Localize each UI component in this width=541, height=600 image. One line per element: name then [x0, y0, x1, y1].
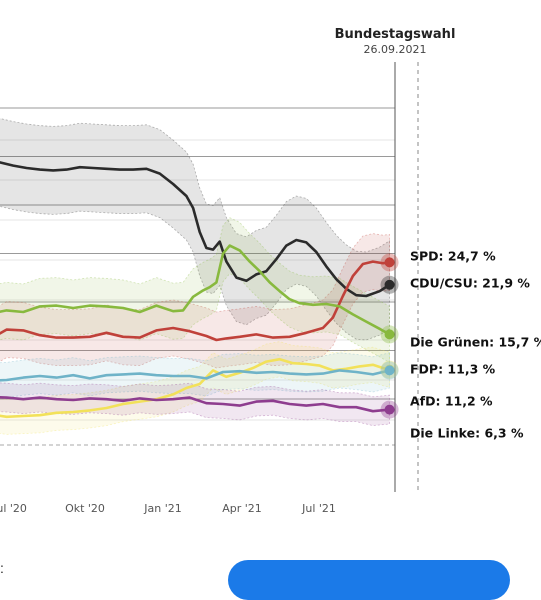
end-marker [384, 404, 395, 415]
end-label: CDU/CSU: 21,9 % [410, 275, 530, 291]
end-marker [384, 329, 395, 340]
end-marker [384, 365, 395, 376]
end-label: FDP: 11,3 % [410, 361, 496, 377]
end-label: Die Linke: 6,3 % [410, 425, 524, 441]
reference-lines [394, 62, 419, 492]
end-markers [380, 253, 399, 419]
end-label: SPD: 24,7 % [410, 248, 496, 264]
cut-off-glyph: : [0, 560, 4, 576]
end-marker [384, 257, 395, 268]
x-tick-label: Okt '20 [65, 502, 105, 515]
series-line [0, 244, 391, 336]
primary-button[interactable] [228, 560, 510, 600]
series-line [0, 161, 391, 298]
poll-chart [0, 62, 419, 492]
election-date: 26.09.2021 [363, 43, 427, 56]
election-title: Bundestagswahl [334, 27, 456, 42]
confidence-band [0, 118, 390, 341]
end-label: Die Grünen: 15,7 % [410, 334, 541, 350]
x-tick-label: Jan '21 [144, 502, 182, 515]
series-line [0, 369, 391, 382]
x-tick-label: Jul '20 [0, 502, 27, 515]
series-line [0, 357, 391, 419]
x-tick-label: Apr '21 [222, 502, 262, 515]
end-label: AfD: 11,2 % [410, 393, 493, 409]
series-line [0, 395, 391, 413]
confidence-band [0, 341, 390, 435]
end-marker [384, 279, 395, 290]
series-line [0, 260, 391, 342]
series-lines [0, 161, 391, 419]
x-tick-label: Jul '21 [302, 502, 336, 515]
grid-lines [0, 107, 395, 446]
confidence-band [0, 382, 390, 427]
